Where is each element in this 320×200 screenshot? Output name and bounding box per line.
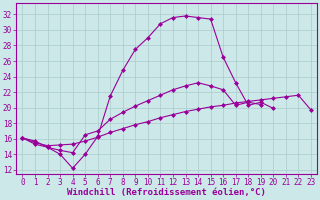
X-axis label: Windchill (Refroidissement éolien,°C): Windchill (Refroidissement éolien,°C) <box>67 188 266 197</box>
